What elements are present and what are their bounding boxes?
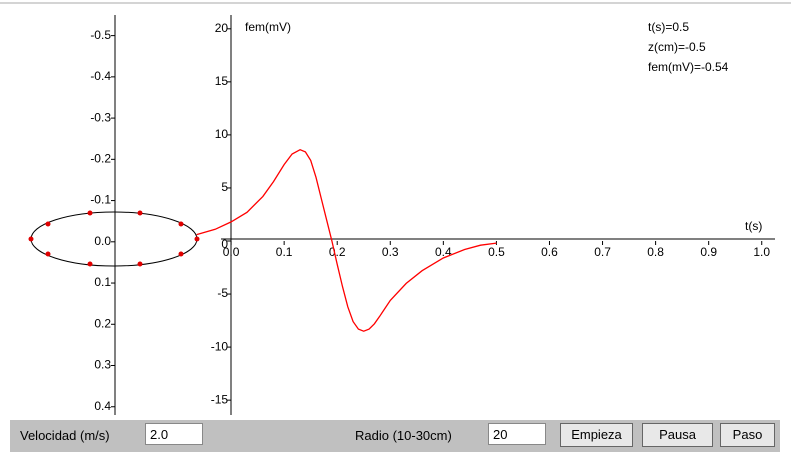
ring	[30, 211, 198, 267]
plot: t(s) fem(mV) t(s)=0.5 z(cm)=-0.5 fem(mV)…	[0, 2, 791, 415]
start-button[interactable]: Empieza	[560, 423, 633, 447]
y-tick-label: -5	[217, 286, 228, 300]
x-tick-label: 0.6	[541, 245, 558, 259]
velocity-input[interactable]: 2.0	[145, 423, 203, 445]
velocity-label: Velocidad (m/s)	[20, 428, 110, 443]
radius-input[interactable]: 20	[488, 423, 546, 445]
x-tick-label: 0.9	[700, 245, 717, 259]
z-tick-label: 0.1	[94, 275, 111, 289]
fem-curve	[196, 148, 497, 332]
y-tick-label: 5	[221, 180, 228, 194]
info-t: t(s)=0.5	[648, 20, 689, 34]
x-tick-label: 0.4	[435, 245, 452, 259]
pause-button[interactable]: Pausa	[642, 423, 713, 447]
x-tick-label: 0.8	[647, 245, 664, 259]
x-tick-label: 0.0	[223, 245, 240, 259]
x-tick-label: 0.3	[382, 245, 399, 259]
x-tick-label: 0.1	[276, 245, 293, 259]
z-tick-label: 0.3	[94, 358, 111, 372]
z-tick-label: 0.4	[94, 399, 111, 413]
x-tick-label: 0.7	[594, 245, 611, 259]
y-tick-label: -15	[211, 392, 229, 406]
y-tick-label: 15	[215, 74, 229, 88]
z-tick-label: 0.0	[94, 234, 111, 248]
control-bar: Velocidad (m/s) 2.0 Radio (10-30cm) 20 E…	[10, 420, 780, 452]
x-tick-label: 0.2	[329, 245, 346, 259]
step-button[interactable]: Paso	[720, 423, 775, 447]
z-tick-label: -0.2	[90, 152, 111, 166]
ring-charges	[28, 210, 200, 267]
y-tick-label: 0	[221, 237, 228, 251]
z-tick-label: -0.5	[90, 28, 111, 42]
x-axis-label: t(s)	[745, 219, 762, 233]
info-z: z(cm)=-0.5	[648, 40, 706, 54]
z-tick-label: 0.2	[94, 316, 111, 330]
x-tick-label: 1.0	[753, 245, 770, 259]
x-tick-label: 0.5	[488, 245, 505, 259]
y-tick-label: -10	[211, 339, 229, 353]
z-tick-label: -0.3	[90, 110, 111, 124]
y-axis-label: fem(mV)	[245, 20, 291, 34]
z-tick-label: -0.4	[90, 69, 111, 83]
y-tick-label: 20	[215, 21, 229, 35]
radius-label: Radio (10-30cm)	[355, 428, 452, 443]
info-fem: fem(mV)=-0.54	[648, 60, 729, 74]
y-tick-label: 10	[215, 127, 229, 141]
z-tick-label: -0.1	[90, 193, 111, 207]
